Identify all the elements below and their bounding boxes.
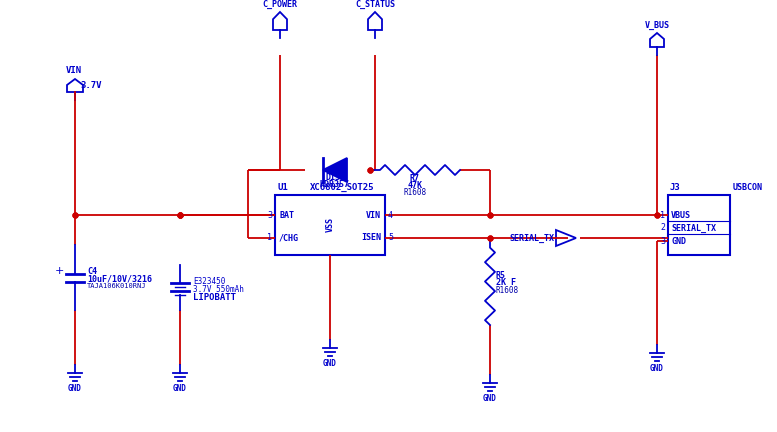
Text: GND: GND [68, 384, 82, 393]
Text: LIPOBATT: LIPOBATT [193, 293, 236, 302]
Polygon shape [323, 158, 347, 182]
Text: 10uF/10V/3216: 10uF/10V/3216 [87, 274, 152, 283]
Text: SERIAL_TX: SERIAL_TX [509, 233, 554, 242]
Text: SERIAL_TX: SERIAL_TX [671, 223, 716, 232]
Text: D137: D137 [325, 173, 345, 182]
Text: C_POWER: C_POWER [263, 0, 298, 9]
Text: C_STATUS: C_STATUS [355, 0, 395, 9]
Text: VIN: VIN [66, 66, 82, 75]
Text: 5: 5 [388, 234, 393, 242]
Text: VBUS: VBUS [671, 210, 691, 219]
Text: ISEN: ISEN [361, 234, 381, 242]
Text: U1: U1 [277, 183, 287, 192]
Text: GND: GND [671, 236, 686, 245]
Text: VSS: VSS [326, 217, 335, 232]
Text: VIN: VIN [366, 210, 381, 219]
Text: 4: 4 [388, 210, 393, 219]
Text: GND: GND [483, 394, 497, 403]
Text: J3: J3 [670, 183, 681, 192]
Text: +: + [54, 267, 64, 276]
Text: XC6802_SOT25: XC6802_SOT25 [310, 183, 375, 192]
Text: 3: 3 [267, 210, 272, 219]
Text: USBCON: USBCON [733, 183, 763, 192]
Text: GND: GND [323, 359, 337, 368]
Text: 1: 1 [660, 210, 665, 219]
Text: 3.7V 550mAh: 3.7V 550mAh [193, 286, 244, 295]
Text: R5: R5 [496, 271, 506, 280]
Text: 1: 1 [267, 234, 272, 242]
Text: 3.7V: 3.7V [80, 82, 102, 90]
Text: KDR357: KDR357 [320, 180, 350, 189]
Bar [275, 195, 385, 255]
Text: R1608: R1608 [403, 188, 427, 197]
Text: 2K F: 2K F [496, 278, 516, 287]
Text: GND: GND [650, 364, 664, 373]
Text: BAT: BAT [279, 210, 294, 219]
Text: 3: 3 [660, 236, 665, 245]
Text: E323450: E323450 [193, 277, 225, 286]
Text: TAJA106K010RNJ: TAJA106K010RNJ [87, 283, 147, 289]
Text: /CHG: /CHG [279, 234, 299, 242]
Text: 47K: 47K [407, 181, 423, 190]
Text: R7: R7 [410, 174, 420, 183]
Text: 2: 2 [660, 223, 665, 232]
Text: GND: GND [173, 384, 187, 393]
Bar [668, 195, 730, 255]
Text: C4: C4 [87, 267, 97, 276]
Text: R1608: R1608 [496, 286, 519, 295]
Text: V_BUS: V_BUS [644, 21, 670, 30]
